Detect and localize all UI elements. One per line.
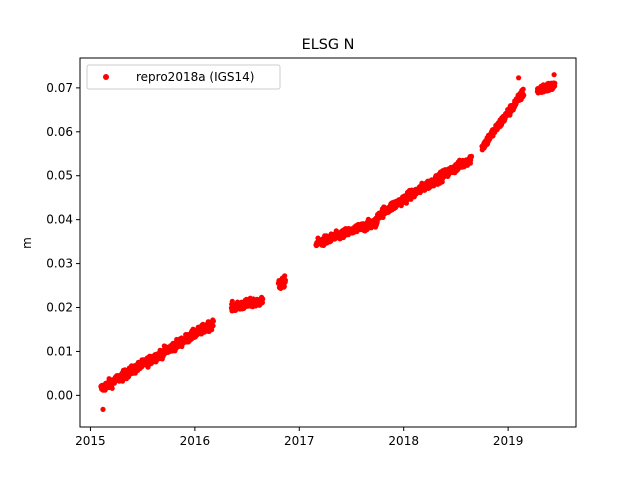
data-point [281, 283, 287, 290]
data-points [98, 72, 558, 412]
data-point [552, 80, 558, 86]
data-point [210, 323, 216, 329]
y-axis: 0.00 0.01 0.02 0.03 0.04 0.05 0.06 0.07 [46, 81, 80, 402]
x-tick-label: 2016 [180, 434, 211, 448]
plot-frame [79, 57, 577, 428]
data-point [209, 327, 215, 333]
data-point [120, 378, 126, 384]
x-tick-label: 2015 [75, 434, 106, 448]
y-tick-label: 0.03 [46, 257, 73, 271]
data-point [210, 318, 216, 324]
data-point [551, 72, 557, 78]
y-tick-label: 0.07 [46, 81, 73, 95]
data-point [109, 385, 115, 391]
y-tick-label: 0.06 [46, 125, 73, 139]
legend-box [86, 64, 281, 90]
x-tick-label: 2019 [493, 434, 524, 448]
data-point [516, 75, 522, 81]
data-point [282, 273, 288, 279]
legend: repro2018a (IGS14) [86, 64, 281, 90]
x-tick-label: 2017 [284, 434, 315, 448]
chart-title: ELSG N [302, 37, 355, 53]
data-point [521, 92, 527, 98]
data-point [520, 86, 526, 92]
data-point [100, 406, 106, 412]
y-tick-label: 0.02 [46, 301, 73, 315]
y-tick-label: 0.01 [46, 344, 73, 358]
legend-marker [103, 74, 109, 80]
x-tick-label: 2018 [388, 434, 419, 448]
data-point [468, 153, 475, 159]
y-tick-label: 0.00 [46, 388, 73, 402]
y-tick-label: 0.04 [46, 213, 73, 227]
data-point [282, 277, 288, 283]
legend-label: repro2018a (IGS14) [136, 70, 254, 84]
y-tick-label: 0.05 [46, 169, 73, 183]
x-axis: 2015 2016 2017 2018 2019 [75, 427, 523, 448]
data-point [260, 296, 266, 302]
y-axis-label: m [20, 237, 34, 249]
